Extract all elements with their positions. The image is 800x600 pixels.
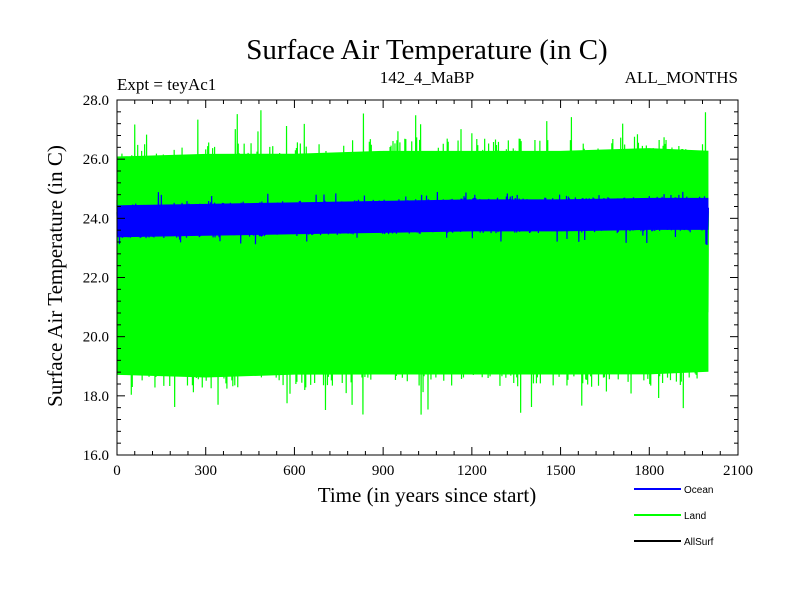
y-tick-label: 24.0: [83, 211, 109, 227]
legend-label-land: Land: [684, 511, 706, 522]
plot-area: [116, 110, 710, 415]
y-tick-label: 18.0: [83, 389, 109, 405]
y-tick-label: 20.0: [83, 330, 109, 346]
chart-subtitle-center: 142_4_MaBP: [380, 68, 474, 87]
y-tick-label: 16.0: [83, 448, 109, 464]
x-tick-label: 900: [372, 463, 395, 479]
y-tick-label: 26.0: [83, 152, 109, 168]
chart-subtitle-left: Expt = teyAc1: [117, 75, 216, 94]
axes: 0 300 600 900 1200 1500 1800 2100 16.0 18.0 20.0 22…: [83, 93, 753, 479]
y-tick-label: 22.0: [83, 271, 109, 287]
legend-label-allsurf: AllSurf: [684, 537, 714, 548]
x-tick-label: 1500: [546, 463, 576, 479]
x-tick-label: 600: [283, 463, 306, 479]
chart-title: Surface Air Temperature (in C): [246, 34, 607, 66]
y-axis-label: Surface Air Temperature (in C): [43, 145, 67, 407]
y-tick-label: 28.0: [83, 93, 109, 109]
legend: Ocean Land AllSurf: [634, 485, 714, 548]
x-tick-label: 2100: [723, 463, 753, 479]
chart-subtitle-right: ALL_MONTHS: [625, 68, 738, 87]
series-ocean-line: [116, 191, 710, 245]
x-tick-label: 1800: [634, 463, 664, 479]
x-tick-label: 0: [113, 463, 121, 479]
legend-label-ocean: Ocean: [684, 485, 713, 496]
x-tick-label: 300: [194, 463, 217, 479]
x-tick-label: 1200: [457, 463, 487, 479]
x-axis-label: Time (in years since start): [318, 483, 537, 507]
